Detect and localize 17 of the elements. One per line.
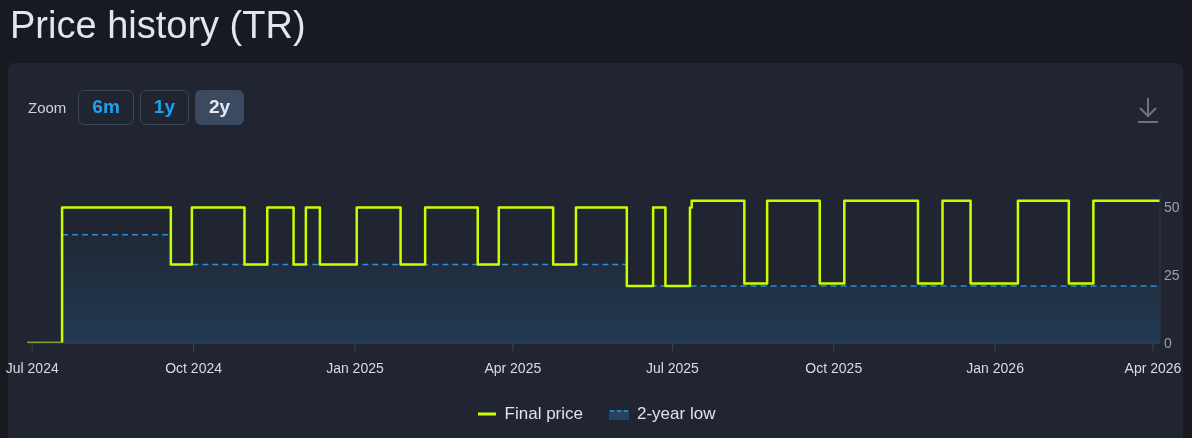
x-tick-label: Jan 2026 — [966, 359, 1025, 376]
y-tick-label: 25 — [1164, 267, 1180, 284]
x-tick-label: Oct 2025 — [805, 359, 863, 376]
zoom-button[interactable]: 1y — [139, 89, 189, 125]
y-tick-label: 50 — [1164, 199, 1180, 216]
x-tick-label: Apr 2025 — [484, 359, 542, 376]
x-tick-label: Jul 2025 — [645, 359, 700, 376]
x-tick-label: Jan 2025 — [326, 359, 384, 376]
zoom-button[interactable]: 6m — [78, 89, 134, 125]
chart-title: Price history (TR) — [10, 3, 306, 48]
x-tick-label: Oct 2024 — [165, 359, 223, 376]
x-tick-label: Jul 2024 — [5, 359, 59, 376]
legend-label: 2-year low — [637, 404, 716, 424]
legend-label: Final price — [504, 404, 583, 424]
x-tick-label: Apr 2026 — [1124, 359, 1182, 376]
y-tick-label: 0 — [1164, 334, 1172, 351]
text: Zoom — [28, 98, 67, 116]
